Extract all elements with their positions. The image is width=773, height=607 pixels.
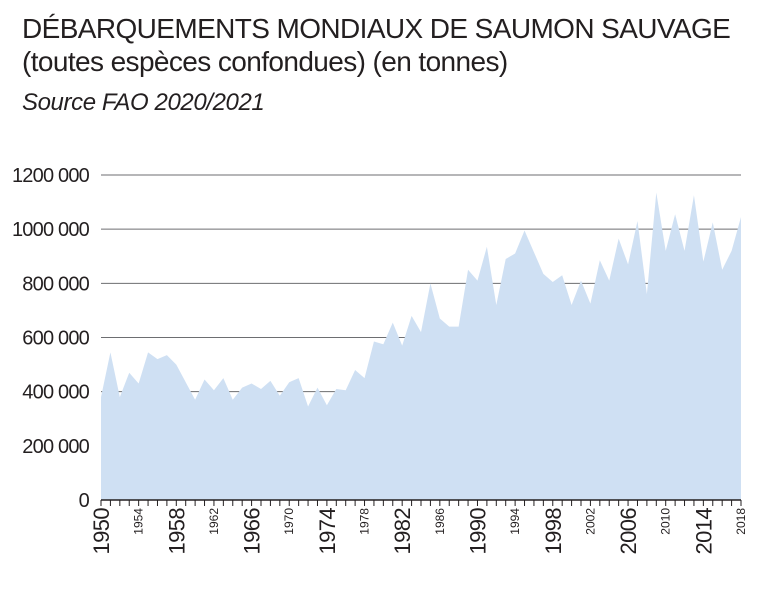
x-tick-label: 1986 — [433, 508, 447, 535]
y-tick-label: 600 000 — [22, 328, 89, 350]
x-tick-label: 2002 — [583, 508, 597, 535]
chart-title-line-2: (toutes espèces confondues) (en tonnes) — [22, 46, 508, 77]
x-tick-label: 2010 — [659, 508, 673, 535]
series-area — [101, 192, 741, 500]
chart-title-line-1: DÉBARQUEMENTS MONDIAUX DE SAUMON SAUVAGE — [22, 13, 731, 44]
area-fill — [101, 192, 741, 500]
y-tick-label: 1000 000 — [12, 219, 90, 241]
x-tick-label: 1958 — [164, 508, 189, 555]
x-tick-label: 1962 — [207, 508, 221, 535]
x-tick-label: 1994 — [508, 508, 522, 535]
x-tick-label: 1990 — [465, 508, 490, 555]
y-tick-label: 800 000 — [22, 273, 89, 295]
chart-title: DÉBARQUEMENTS MONDIAUX DE SAUMON SAUVAGE… — [22, 12, 731, 78]
x-axis-ticks: 1950 1954 1958 1962 1966 1970 1974 1978 1982 1986… — [89, 508, 748, 555]
x-tick-label: 1950 — [89, 508, 114, 555]
y-tick-label: 200 000 — [22, 436, 89, 458]
x-tick-label: 1954 — [132, 508, 146, 535]
y-tick-label: 1200 000 — [12, 165, 90, 187]
x-axis — [100, 499, 742, 506]
x-tick-label: 1998 — [541, 508, 566, 555]
x-tick-label: 2014 — [691, 508, 716, 555]
x-tick-label: 1966 — [240, 508, 265, 555]
x-tick-label: 1982 — [390, 508, 415, 555]
x-tick-label: 1978 — [358, 508, 372, 535]
x-tick-label: 2006 — [616, 508, 641, 555]
x-tick-label: 1970 — [282, 508, 296, 535]
chart-source: Source FAO 2020/2021 — [22, 89, 265, 116]
y-axis-ticks: 0 200 000 400 000 600 000 800 000 1000 000 120… — [12, 165, 91, 512]
y-tick-label: 400 000 — [22, 382, 89, 404]
x-tick-label: 2018 — [734, 508, 748, 535]
x-tick-label: 1974 — [315, 508, 340, 555]
y-tick-label: 0 — [79, 490, 90, 512]
